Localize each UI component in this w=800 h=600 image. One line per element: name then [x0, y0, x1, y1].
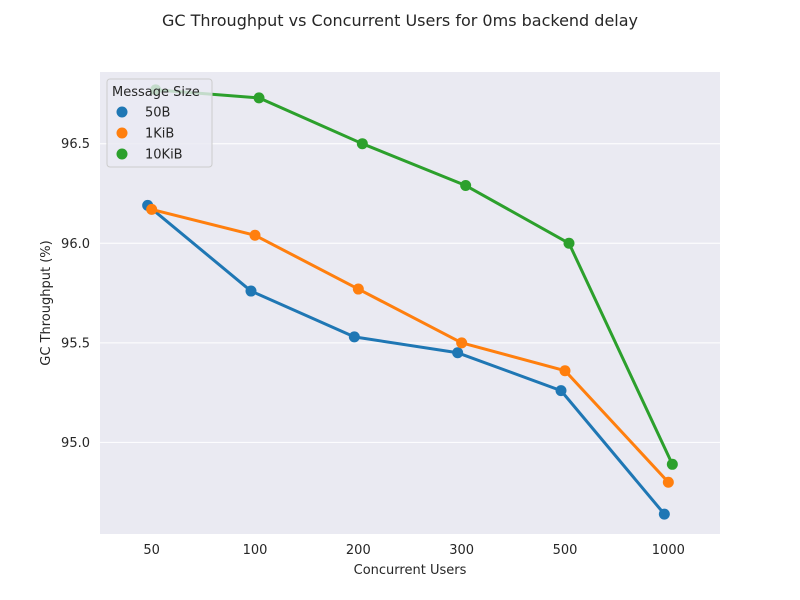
data-point [245, 285, 257, 297]
legend-label: 50B [145, 106, 170, 121]
data-point [666, 458, 678, 470]
chart-title: GC Throughput vs Concurrent Users for 0m… [162, 11, 638, 30]
series-line [150, 207, 670, 484]
series-1kib [146, 203, 674, 488]
data-point [658, 508, 670, 520]
y-tick-label: 96.5 [61, 137, 90, 152]
data-point [460, 180, 472, 192]
x-tick-label: 300 [449, 543, 474, 558]
data-point [352, 283, 364, 295]
x-tick-label: 50 [143, 543, 160, 558]
legend-marker [116, 148, 128, 160]
legend-marker [116, 106, 128, 118]
y-tick-label: 96.0 [61, 237, 90, 252]
y-tick-label: 95.0 [61, 436, 90, 451]
data-point [146, 203, 158, 215]
legend-marker [116, 127, 128, 139]
legend-label: 1KiB [145, 127, 174, 142]
y-ticks: 95.0 95.5 96.0 96.5 [61, 137, 90, 451]
x-ticks: 50 100 200 300 500 1000 [143, 543, 684, 558]
series-line [154, 88, 674, 466]
series-line [146, 203, 666, 516]
x-axis-label: Concurrent Users [354, 563, 467, 578]
data-point [555, 385, 567, 397]
legend-title: Message Size [112, 85, 200, 100]
y-tick-label: 95.5 [61, 336, 90, 351]
data-point [249, 229, 261, 241]
data-point [452, 347, 464, 359]
data-point [456, 337, 468, 349]
x-tick-label: 200 [346, 543, 371, 558]
legend-label: 10KiB [145, 148, 183, 163]
legend-frame [106, 78, 213, 168]
data-point [563, 237, 575, 249]
data-point [662, 476, 674, 488]
series-50b [142, 199, 670, 520]
series-layer [142, 84, 678, 520]
legend-items: 50B 1KiB 10KiB [116, 106, 183, 163]
x-tick-label: 100 [243, 543, 268, 558]
data-point [348, 331, 360, 343]
x-tick-label: 1000 [652, 543, 685, 558]
data-point [253, 92, 265, 104]
data-point [559, 365, 571, 377]
data-point [356, 138, 368, 150]
legend: Message Size 50B 1KiB 10KiB [106, 78, 213, 168]
x-tick-label: 500 [553, 543, 578, 558]
y-axis-label: GC Throughput (%) [39, 240, 54, 365]
